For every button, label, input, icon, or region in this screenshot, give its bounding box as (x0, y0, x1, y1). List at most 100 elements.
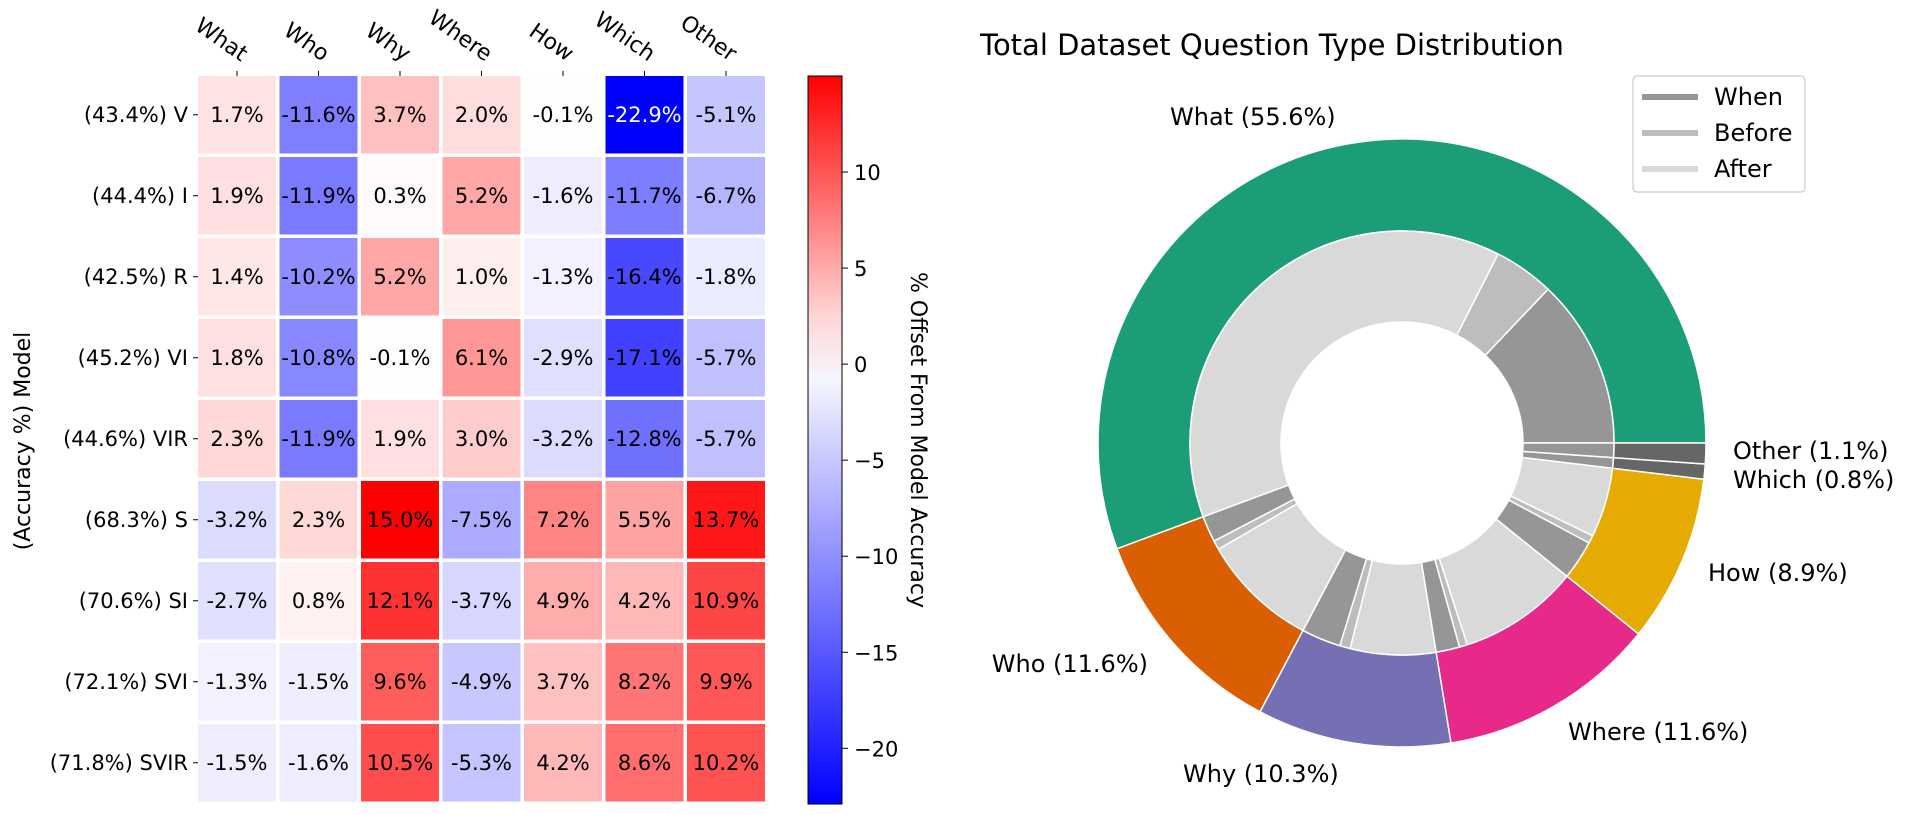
heatmap-cell-label: -11.7% (607, 184, 681, 208)
colorbar-tick-label: −10 (854, 545, 898, 569)
donut-chart-title: Total Dataset Question Type Distribution (979, 28, 1564, 62)
heatmap-cell (687, 724, 765, 802)
heatmap-cell (442, 643, 521, 721)
heatmap-cell-label: 8.2% (618, 670, 671, 694)
heatmap-cell (605, 319, 684, 397)
heatmap-cell-label: 1.4% (210, 265, 263, 289)
heatmap-cell-label: -3.2% (533, 427, 594, 451)
heatmap-cell (524, 481, 602, 559)
donut-panel: Total Dataset Question Type Distribution… (979, 28, 1894, 788)
heatmap-cell (687, 481, 765, 559)
heatmap-cell-label: 3.7% (373, 103, 426, 127)
heatmap-cell-label: -1.5% (207, 751, 268, 775)
heatmap-cell (198, 157, 276, 235)
heatmap-cell-label: 1.9% (210, 184, 263, 208)
heatmap-cell (198, 643, 276, 721)
heatmap-cell (605, 724, 684, 802)
y-tick-label: (42.5%) R (84, 265, 188, 289)
heatmap-cell-label: -11.9% (281, 184, 355, 208)
heatmap-cell (524, 562, 602, 640)
heatmap-cell (361, 238, 439, 316)
heatmap-cell (279, 319, 358, 397)
heatmap-cell (361, 481, 439, 559)
y-tick-label: (44.6%) VIR (63, 427, 188, 451)
legend: When Before After (1632, 75, 1806, 193)
heatmap-cell-label: -17.1% (607, 346, 681, 370)
legend-box (1632, 75, 1806, 193)
heatmap-cell (279, 643, 358, 721)
heatmap-cell-label: -4.9% (451, 670, 512, 694)
heatmap-cell (198, 319, 276, 397)
heatmap-cell-label: -10.8% (281, 346, 355, 370)
x-tick-label: Who (279, 18, 334, 67)
heatmap-cell-label: -1.6% (533, 184, 594, 208)
heatmap-cell-label: 9.9% (699, 670, 752, 694)
heatmap-cell-label: -2.7% (207, 589, 268, 613)
heatmap-cell (279, 157, 358, 235)
colorbar-tick-label: −5 (854, 449, 885, 473)
heatmap-cell (442, 238, 521, 316)
heatmap-cell-label: 12.1% (367, 589, 434, 613)
heatmap-cell-label: -3.2% (207, 508, 268, 532)
heatmap-cell-label: -22.9% (607, 103, 681, 127)
heatmap-cell (361, 157, 439, 235)
heatmap-cell-label: 7.2% (536, 508, 589, 532)
heatmap-cell-label: -12.8% (607, 427, 681, 451)
heatmap-cell-label: -1.6% (288, 751, 349, 775)
heatmap-cell (605, 643, 684, 721)
heatmap-cell (687, 238, 765, 316)
heatmap-cell-label: -1.5% (288, 670, 349, 694)
donut-slice-label: Where (11.6%) (1568, 718, 1748, 746)
heatmap-cell-label: -5.3% (451, 751, 512, 775)
heatmap-cell (687, 562, 765, 640)
heatmap-cell-label: 1.7% (210, 103, 263, 127)
x-tick-label: Which (589, 8, 659, 67)
heatmap-cell (442, 400, 521, 478)
heatmap-cell (524, 643, 602, 721)
y-tick-label: (45.2%) VI (78, 346, 188, 370)
heatmap-cell-label: 4.2% (536, 751, 589, 775)
heatmap-cell-label: 6.1% (455, 346, 508, 370)
heatmap-cell (442, 319, 521, 397)
heatmap-cell (524, 400, 602, 478)
heatmap-cell-label: 5.2% (455, 184, 508, 208)
heatmap-cell (361, 643, 439, 721)
heatmap-cell-label: -5.7% (696, 346, 757, 370)
heatmap-cell-label: 10.9% (693, 589, 760, 613)
y-tick-label: (44.4%) I (92, 184, 188, 208)
heatmap-cell (198, 400, 276, 478)
colorbar-tick-label: 5 (854, 257, 867, 281)
heatmap-cell (198, 238, 276, 316)
legend-label: When (1714, 83, 1783, 111)
donut-slice-label: Why (10.3%) (1183, 760, 1339, 788)
heatmap-cell-label: -2.9% (533, 346, 594, 370)
heatmap-cell (442, 562, 521, 640)
heatmap-cell (605, 562, 684, 640)
colorbar-tick-label: −20 (854, 737, 898, 761)
colorbar-tick-label: −15 (854, 641, 898, 665)
colorbar-tick-label: 0 (854, 353, 867, 377)
heatmap-cell (687, 76, 765, 154)
heatmap-cell-label: -5.1% (696, 103, 757, 127)
heatmap-cell-label: 1.8% (210, 346, 263, 370)
colorbar (807, 75, 843, 805)
heatmap-cell (279, 724, 358, 802)
heatmap-cell-label: -11.9% (281, 427, 355, 451)
y-tick-label: (43.4%) V (84, 103, 189, 127)
heatmap-cell-label: -0.1% (533, 103, 594, 127)
heatmap-cell-label: 5.2% (373, 265, 426, 289)
heatmap-cell (279, 76, 358, 154)
heatmap-cell-label: 3.0% (455, 427, 508, 451)
heatmap-cell (442, 157, 521, 235)
heatmap-cell (198, 562, 276, 640)
heatmap-panel: 1.7% -11.6% 3.7% 2.0% -0.1% -22.9% -5.1% 1.9% -1… (11, 6, 765, 802)
heatmap-cell (524, 724, 602, 802)
heatmap-cell (605, 238, 684, 316)
heatmap-cell (279, 400, 358, 478)
heatmap-cell-label: -5.7% (696, 427, 757, 451)
heatmap-cell (198, 76, 276, 154)
heatmap-cell (687, 157, 765, 235)
heatmap-cell (687, 643, 765, 721)
legend-label: After (1714, 155, 1772, 183)
